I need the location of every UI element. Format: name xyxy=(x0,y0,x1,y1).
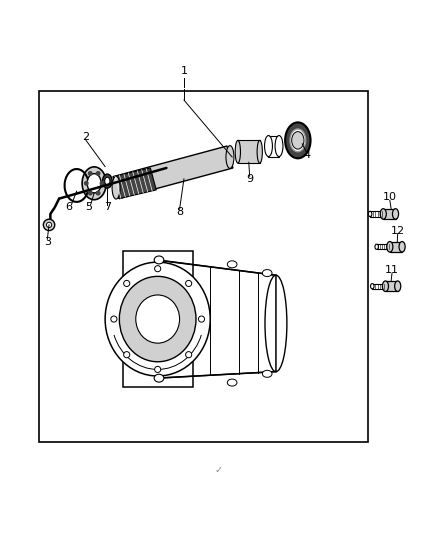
Polygon shape xyxy=(155,260,276,378)
Circle shape xyxy=(155,366,161,373)
Ellipse shape xyxy=(285,123,311,158)
Circle shape xyxy=(85,182,88,185)
Ellipse shape xyxy=(227,379,237,386)
Ellipse shape xyxy=(380,209,386,219)
Bar xyxy=(268,135,279,157)
Ellipse shape xyxy=(226,146,234,168)
Circle shape xyxy=(88,172,92,175)
Text: 7: 7 xyxy=(104,203,111,212)
Ellipse shape xyxy=(105,177,110,185)
Ellipse shape xyxy=(399,241,405,252)
Ellipse shape xyxy=(87,174,101,193)
Bar xyxy=(383,209,396,219)
Circle shape xyxy=(46,222,52,228)
Circle shape xyxy=(111,316,117,322)
Ellipse shape xyxy=(154,256,164,264)
Circle shape xyxy=(124,280,130,287)
Circle shape xyxy=(186,280,192,287)
Circle shape xyxy=(100,182,104,185)
Ellipse shape xyxy=(105,262,210,376)
Circle shape xyxy=(96,172,100,175)
Bar xyxy=(390,241,402,252)
Polygon shape xyxy=(238,140,260,163)
Polygon shape xyxy=(123,251,193,387)
Ellipse shape xyxy=(395,281,401,292)
Ellipse shape xyxy=(262,370,272,377)
Ellipse shape xyxy=(371,284,374,289)
Text: 5: 5 xyxy=(85,203,92,212)
Circle shape xyxy=(88,191,92,195)
Polygon shape xyxy=(113,146,233,199)
Ellipse shape xyxy=(387,241,393,252)
Ellipse shape xyxy=(290,129,306,152)
Ellipse shape xyxy=(136,295,180,343)
Text: 11: 11 xyxy=(385,265,399,275)
Bar xyxy=(372,284,385,289)
Ellipse shape xyxy=(265,275,287,372)
Ellipse shape xyxy=(112,176,120,199)
Circle shape xyxy=(198,316,205,322)
Ellipse shape xyxy=(265,135,272,157)
Ellipse shape xyxy=(392,209,399,219)
Text: 4: 4 xyxy=(303,150,310,160)
Text: ✓: ✓ xyxy=(215,465,223,474)
Text: 10: 10 xyxy=(383,192,397,203)
Text: 2: 2 xyxy=(82,132,89,142)
Bar xyxy=(385,281,398,292)
Text: 12: 12 xyxy=(391,225,405,236)
Ellipse shape xyxy=(375,244,378,249)
Ellipse shape xyxy=(154,374,164,382)
Text: 3: 3 xyxy=(44,237,51,247)
Text: 6: 6 xyxy=(66,203,73,212)
Bar xyxy=(39,91,368,442)
Ellipse shape xyxy=(292,132,304,149)
Circle shape xyxy=(124,352,130,358)
Bar xyxy=(377,244,390,249)
Ellipse shape xyxy=(227,261,237,268)
Text: 1: 1 xyxy=(180,66,187,76)
Circle shape xyxy=(96,191,100,195)
Ellipse shape xyxy=(275,135,283,157)
Ellipse shape xyxy=(82,167,106,200)
Ellipse shape xyxy=(119,276,196,362)
Text: 8: 8 xyxy=(176,207,183,217)
Bar xyxy=(370,211,383,216)
Circle shape xyxy=(155,265,161,272)
Ellipse shape xyxy=(235,140,240,163)
Text: 9: 9 xyxy=(246,174,253,184)
Ellipse shape xyxy=(257,140,262,163)
Ellipse shape xyxy=(102,174,112,188)
Circle shape xyxy=(186,352,192,358)
Ellipse shape xyxy=(262,270,272,277)
Ellipse shape xyxy=(368,211,372,216)
Ellipse shape xyxy=(382,281,389,292)
Polygon shape xyxy=(113,168,156,199)
Circle shape xyxy=(43,219,55,231)
